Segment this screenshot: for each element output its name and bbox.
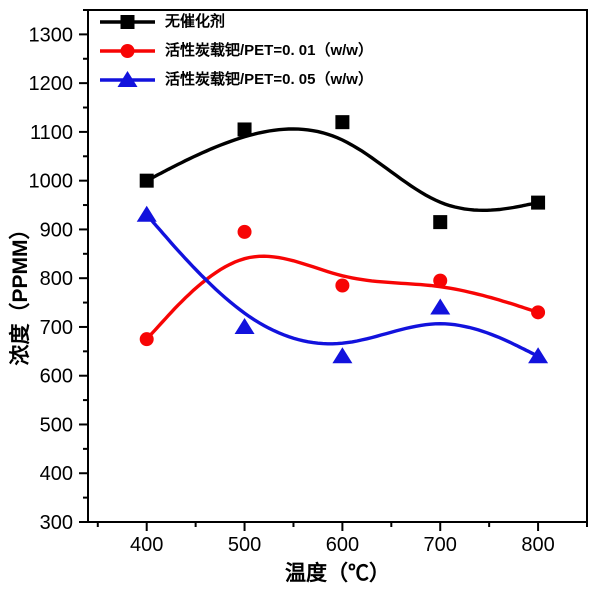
legend-item: 活性炭载钯/PET=0. 05（w/w） [99,69,373,91]
legend-key-square-icon [100,15,155,29]
y-tick-label: 900 [40,219,73,241]
series-line-1 [145,254,540,341]
circle-marker-icon [237,224,252,239]
circle-marker-icon [531,305,546,320]
square-marker-icon [531,195,546,210]
x-axis-title: 温度（℃） [285,562,390,585]
y-tick-label: 600 [40,366,73,388]
legend-item: 活性炭载钯/PET=0. 01（w/w） [99,40,373,62]
triangle-marker-icon [430,298,451,315]
y-tick-label: 300 [40,512,73,534]
series-line-2 [145,213,540,358]
x-tick-label: 600 [326,534,359,556]
triangle-marker-icon [136,205,157,222]
y-tick-label: 1300 [29,24,74,46]
y-tick-label: 400 [40,463,73,485]
y-tick-label: 700 [40,317,73,339]
triangle-marker-icon [528,347,549,364]
axes-frame [87,9,588,523]
y-tick-label: 500 [40,414,73,436]
x-tick-label: 700 [424,534,457,556]
square-marker-icon [335,115,350,130]
x-tick-label: 400 [130,534,163,556]
x-tick-label: 800 [521,534,554,556]
y-tick-label: 1000 [29,171,74,193]
circle-marker-icon [120,44,135,58]
circle-marker-icon [433,273,448,288]
y-axis-title: 浓度（PPMM） [9,218,32,366]
legend-label: 活性炭载钯/PET=0. 05（w/w） [165,71,373,88]
legend-key-circle-icon [100,44,155,58]
triangle-marker-icon [234,317,255,334]
circle-marker-icon [335,278,350,293]
square-marker-icon [237,122,252,137]
triangle-marker-icon [117,71,138,87]
y-tick-label: 1200 [29,73,74,95]
legend-item: 无催化剂 [99,11,373,33]
legend-label: 无催化剂 [165,13,226,30]
triangle-marker-icon [332,347,353,364]
legend-key-triangle-icon [100,71,155,87]
y-tick-label: 800 [40,268,73,290]
x-tick-label: 500 [228,534,261,556]
square-marker-icon [120,15,135,29]
legend: 无催化剂 活性炭载钯/PET=0. 01（w/w） 活性炭载钯/PET=0. 0… [99,11,373,98]
series-line-0 [145,127,540,212]
y-tick-label: 1100 [30,122,73,144]
square-marker-icon [139,173,154,188]
legend-label: 活性炭载钯/PET=0. 01（w/w） [165,42,373,59]
square-marker-icon [433,215,448,230]
circle-marker-icon [139,332,154,347]
